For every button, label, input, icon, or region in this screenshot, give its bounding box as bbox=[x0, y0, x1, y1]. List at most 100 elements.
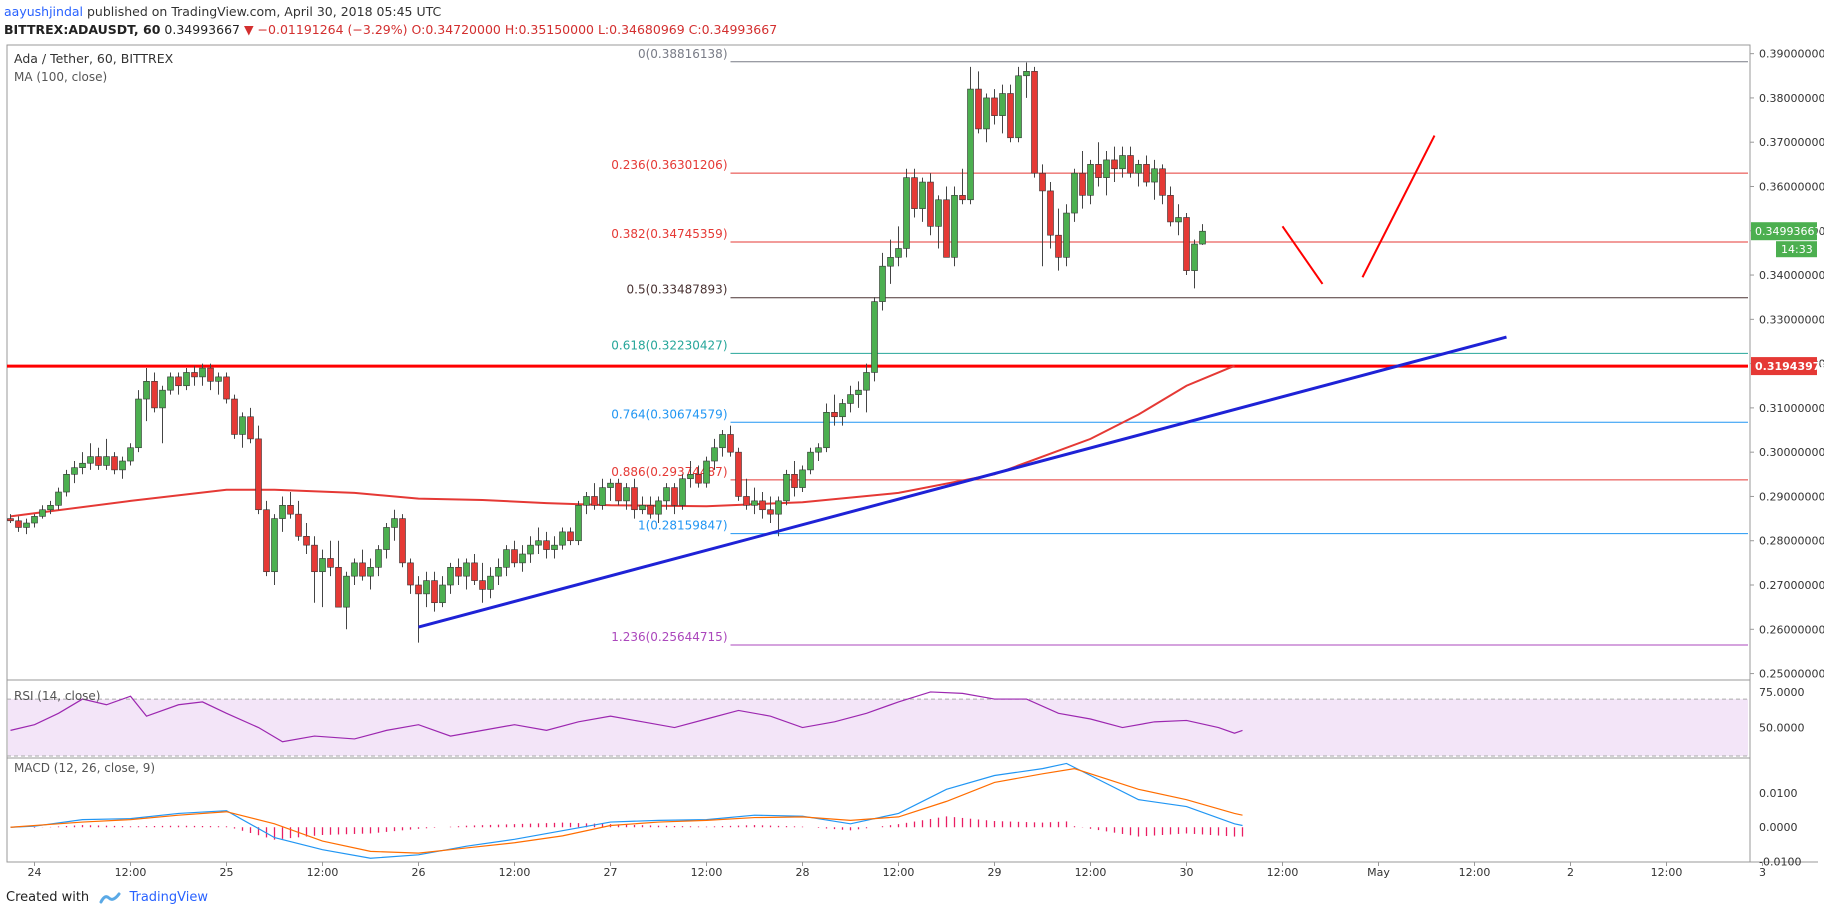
candle bbox=[143, 368, 150, 422]
candle bbox=[1055, 208, 1062, 271]
candle bbox=[663, 483, 670, 510]
rsi-tick-label: 50.0000 bbox=[1759, 722, 1805, 735]
candle bbox=[631, 478, 638, 519]
candle-body bbox=[1143, 164, 1150, 183]
price-tick-label: 0.25000000 bbox=[1759, 668, 1824, 681]
candle-body bbox=[343, 575, 350, 608]
symbol-name: BITTREX:ADAUSDT, 60 bbox=[4, 22, 161, 37]
candle-body bbox=[271, 518, 278, 573]
candle bbox=[911, 168, 918, 218]
candle-body bbox=[79, 462, 86, 468]
time-tick-label: 12:00 bbox=[883, 866, 915, 879]
candle bbox=[119, 456, 126, 479]
price-tick-label: 0.38000000 bbox=[1759, 92, 1824, 105]
candle-body bbox=[23, 522, 30, 528]
candle bbox=[535, 527, 542, 555]
candle-body bbox=[1103, 159, 1110, 178]
candle-body bbox=[503, 549, 510, 568]
candle-body bbox=[1167, 195, 1174, 223]
candle-body bbox=[839, 403, 846, 418]
candle bbox=[183, 368, 190, 391]
candle bbox=[439, 576, 446, 608]
candle bbox=[871, 297, 878, 382]
candle-body bbox=[911, 177, 918, 209]
candle-body bbox=[151, 381, 158, 409]
time-tick-label: 2 bbox=[1567, 866, 1574, 879]
candle bbox=[103, 438, 110, 470]
candle bbox=[1015, 66, 1022, 143]
candle-body bbox=[919, 181, 926, 209]
candle-body bbox=[807, 451, 814, 471]
candle bbox=[1047, 182, 1054, 249]
author-link[interactable]: aayushjindal bbox=[4, 4, 84, 19]
candle-body bbox=[687, 474, 694, 480]
candle bbox=[743, 478, 750, 510]
candle-body bbox=[95, 456, 102, 466]
candle-body bbox=[751, 500, 758, 506]
candle bbox=[599, 478, 606, 510]
candle-body bbox=[1199, 230, 1206, 245]
fib-level-label: 1(0.28159847) bbox=[638, 519, 728, 533]
candle-body bbox=[231, 398, 238, 435]
candle bbox=[479, 562, 486, 603]
candle bbox=[639, 496, 646, 515]
candle bbox=[71, 461, 78, 484]
candle-body bbox=[367, 566, 374, 577]
candle-body bbox=[223, 376, 230, 400]
candle-body bbox=[735, 451, 742, 497]
candle-body bbox=[1111, 159, 1118, 170]
candle-body bbox=[1031, 71, 1038, 174]
candle bbox=[1159, 164, 1166, 205]
candle bbox=[1087, 159, 1094, 205]
candle-body bbox=[831, 412, 838, 418]
candle-body bbox=[463, 562, 470, 577]
candle bbox=[223, 372, 230, 404]
candle bbox=[151, 372, 158, 413]
candle bbox=[679, 474, 686, 510]
candle bbox=[1151, 159, 1158, 200]
last-price: 0.34993667 bbox=[164, 22, 240, 37]
candle-body bbox=[855, 389, 862, 395]
candle bbox=[391, 509, 398, 541]
candle bbox=[751, 487, 758, 515]
candle bbox=[855, 381, 862, 408]
candle bbox=[1135, 159, 1142, 187]
candle bbox=[255, 425, 262, 515]
candle bbox=[407, 558, 414, 594]
candle bbox=[159, 385, 166, 444]
candle bbox=[23, 518, 30, 535]
tradingview-link[interactable]: TradingView bbox=[129, 890, 208, 905]
candle-body bbox=[399, 518, 406, 564]
candle-body bbox=[815, 447, 822, 453]
candle bbox=[47, 500, 54, 515]
candle-body bbox=[975, 88, 982, 130]
candle bbox=[927, 173, 934, 236]
candle-body bbox=[559, 531, 566, 546]
candle bbox=[903, 168, 910, 258]
candle bbox=[1079, 151, 1086, 209]
time-tick-label: 12:00 bbox=[1075, 866, 1107, 879]
candle bbox=[1103, 151, 1110, 196]
candle-body bbox=[423, 580, 430, 595]
candle bbox=[727, 425, 734, 457]
price-tick-label: 0.34000000 bbox=[1759, 269, 1824, 282]
candle bbox=[87, 443, 94, 470]
candle-body bbox=[783, 474, 790, 502]
fib-level-label: 0.886(0.29374487) bbox=[611, 465, 727, 479]
signal-line bbox=[10, 768, 1243, 854]
candle-body bbox=[135, 398, 142, 449]
candle-body bbox=[143, 381, 150, 400]
candle-body bbox=[1007, 93, 1014, 139]
candle-body bbox=[775, 500, 782, 515]
candle-body bbox=[671, 487, 678, 506]
candle bbox=[591, 483, 598, 510]
candle bbox=[703, 456, 710, 488]
candle-body bbox=[207, 367, 214, 382]
candle bbox=[983, 93, 990, 143]
candle bbox=[527, 536, 534, 563]
candle-body bbox=[351, 562, 358, 577]
time-tick-label: 12:00 bbox=[1651, 866, 1683, 879]
rsi-band bbox=[8, 699, 1748, 756]
candle bbox=[831, 394, 838, 426]
